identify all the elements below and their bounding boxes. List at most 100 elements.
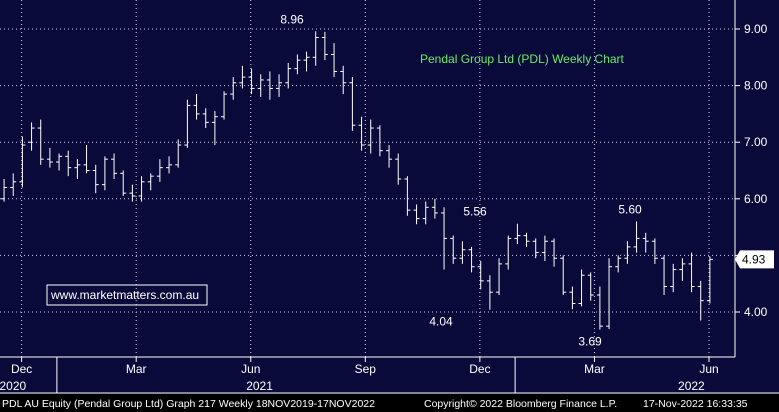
ohlc-bar xyxy=(221,91,228,120)
ohlc-bar xyxy=(276,74,283,97)
footer-middle-box xyxy=(418,394,636,412)
ohlc-bar xyxy=(239,65,246,89)
x-tick-label: Jun xyxy=(699,362,718,376)
ohlc-bar xyxy=(166,156,173,174)
x-tick-label: Mar xyxy=(126,362,147,376)
ohlc-bar xyxy=(147,173,154,191)
ohlc-bar xyxy=(248,68,255,95)
footer-left-text: PDL AU Equity (Pendal Group Ltd) Graph 2… xyxy=(2,398,375,410)
y-tick-label: 8.00 xyxy=(744,79,768,93)
ohlc-bar xyxy=(624,241,631,264)
ohlc-bar xyxy=(560,255,567,296)
ohlc-bar xyxy=(101,156,108,191)
ohlc-bar xyxy=(37,119,44,165)
ohlc-bar xyxy=(477,261,484,290)
ohlc-bar xyxy=(138,176,145,202)
ohlc-bar xyxy=(28,122,35,151)
gridlines xyxy=(0,0,735,357)
ohlc-bar xyxy=(596,286,603,330)
ohlc-bar xyxy=(56,153,63,171)
ohlc-bar xyxy=(19,136,26,188)
x-year-label: 2020 xyxy=(0,379,26,393)
ohlc-bar xyxy=(523,232,530,247)
ohlc-bar xyxy=(46,147,53,168)
ohlc-bar xyxy=(10,173,17,196)
ohlc-bar xyxy=(111,153,118,179)
ohlc-bar xyxy=(606,258,613,329)
ohlc-bar xyxy=(679,258,686,281)
ohlc-bar xyxy=(349,77,356,131)
y-tick-label: 6.00 xyxy=(744,192,768,206)
ohlc-bar xyxy=(358,116,365,151)
ohlc-bar xyxy=(92,164,99,194)
ohlc-bar xyxy=(642,232,649,253)
price-annotation: 4.04 xyxy=(429,315,453,329)
ohlc-bar xyxy=(211,111,218,146)
y-tick-label: 7.00 xyxy=(744,135,768,149)
ohlc-bar xyxy=(312,31,319,66)
price-annotation: 3.69 xyxy=(578,335,602,349)
ohlc-bar xyxy=(441,207,448,270)
ohlc-bar xyxy=(303,51,310,72)
x-tick-label: Mar xyxy=(584,362,605,376)
ohlc-bar xyxy=(331,43,338,78)
footer-left-box xyxy=(0,394,410,412)
ohlc-bar xyxy=(661,255,668,296)
ohlc-bar xyxy=(615,255,622,273)
ohlc-bar xyxy=(569,286,576,310)
ohlc-bar xyxy=(697,280,704,321)
ohlc-bar xyxy=(386,145,393,168)
ohlc-bar xyxy=(670,263,677,293)
ohlc-bar xyxy=(156,159,163,182)
footer-copyright-text: Copyright© 2022 Bloomberg Finance L.P. xyxy=(424,398,617,410)
ohlc-bar xyxy=(688,252,695,293)
ohlc-bar xyxy=(129,184,136,202)
ohlc-bar xyxy=(395,153,402,185)
ohlc-bar xyxy=(202,108,209,129)
x-tick-label: Dec xyxy=(11,362,32,376)
watermark-box[interactable] xyxy=(46,284,208,306)
ohlc-bar xyxy=(505,235,512,270)
ohlc-bar xyxy=(532,238,539,259)
ohlc-bars xyxy=(1,31,713,330)
ohlc-bar xyxy=(450,235,457,264)
ohlc-bar xyxy=(257,74,264,97)
last-price-marker: 4.93 xyxy=(735,250,774,269)
ohlc-bar xyxy=(83,145,90,174)
axes: 4.005.006.007.008.009.00DecMarJunSepDecM… xyxy=(0,0,779,394)
price-annotation: 5.60 xyxy=(618,202,642,216)
ohlc-bar xyxy=(340,65,347,95)
ohlc-bar xyxy=(496,258,503,296)
price-annotation: 5.56 xyxy=(463,205,487,219)
ohlc-bar xyxy=(184,99,191,148)
last-price-label: 4.93 xyxy=(742,252,766,266)
ohlc-bar xyxy=(587,272,594,301)
ohlc-bar xyxy=(367,119,374,154)
footer-bar: PDL AU Equity (Pendal Group Ltd) Graph 2… xyxy=(0,394,779,412)
ohlc-bar xyxy=(376,125,383,157)
ohlc-bar xyxy=(120,170,127,196)
ohlc-bar xyxy=(285,62,292,89)
ohlc-bar xyxy=(468,246,475,273)
ohlc-bar xyxy=(541,235,548,262)
ohlc-bar xyxy=(193,94,200,120)
ohlc-bar xyxy=(1,178,8,202)
ohlc-bar xyxy=(175,139,182,168)
ohlc-bar xyxy=(321,31,328,61)
x-year-label: 2021 xyxy=(246,379,273,393)
annotations: 8.96 5.56 4.04 3.69 5.60 xyxy=(280,12,642,348)
ohlc-bar xyxy=(413,204,420,225)
y-tick-label: 4.00 xyxy=(744,305,768,319)
ohlc-bar xyxy=(230,77,237,100)
ohlc-bar xyxy=(514,223,521,245)
ohlc-bar xyxy=(633,221,640,253)
x-tick-label: Jun xyxy=(241,362,260,376)
watermark-link[interactable]: www.marketmatters.com.au xyxy=(50,288,199,302)
ohlc-bar xyxy=(422,201,429,225)
ohlc-bar xyxy=(294,54,301,75)
last-price-box xyxy=(735,250,774,269)
ohlc-bar xyxy=(266,71,273,100)
ohlc-bar xyxy=(404,176,411,216)
